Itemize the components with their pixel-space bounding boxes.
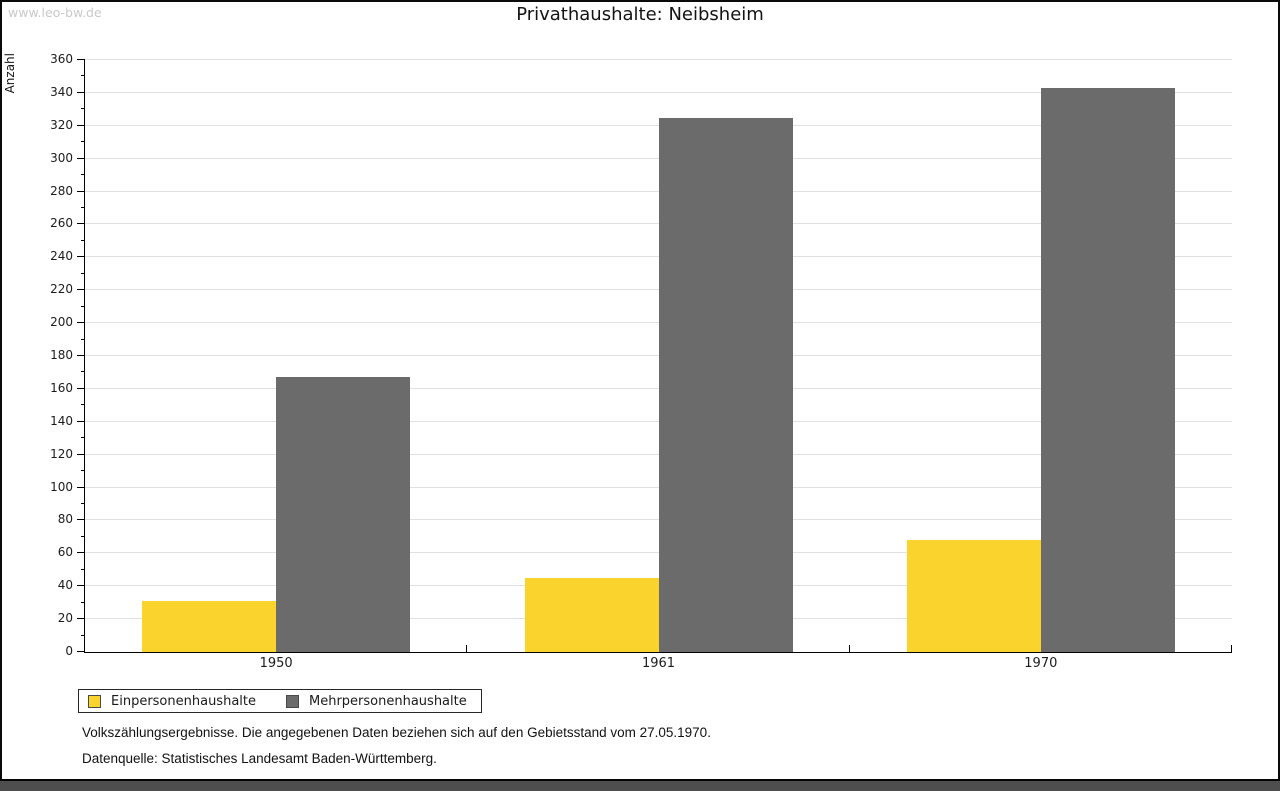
y-tick-major — [77, 355, 85, 356]
y-tick-label: 20 — [57, 611, 73, 626]
y-tick-label: 200 — [50, 315, 73, 330]
y-tick-major — [77, 585, 85, 587]
y-axis-title: Anzahl — [3, 53, 17, 94]
y-tick-minor — [81, 108, 85, 110]
y-tick-major — [77, 256, 85, 258]
legend-item-Mehrpersonenhaushalte: Mehrpersonenhaushalte — [286, 694, 467, 709]
y-tick-major — [77, 289, 85, 291]
bar-1950-Einpersonenhaushalte — [142, 601, 277, 652]
x-tick-label: 1970 — [1024, 656, 1058, 671]
y-tick-major — [77, 157, 85, 159]
y-tick-label: 280 — [50, 183, 73, 198]
bottom-bar — [0, 779, 1280, 791]
y-tick-major — [77, 387, 85, 389]
y-tick-major — [77, 91, 85, 93]
y-tick-label: 60 — [57, 545, 73, 560]
y-tick-minor — [81, 371, 85, 373]
y-tick-major — [77, 486, 85, 488]
y-tick-minor — [81, 404, 85, 406]
x-boundary-tick — [849, 645, 850, 652]
y-tick-label: 100 — [50, 479, 73, 494]
bar-1961-Einpersonenhaushalte — [524, 578, 659, 652]
y-tick-major — [77, 322, 85, 324]
y-tick-minor — [81, 75, 85, 77]
y-tick-minor — [81, 437, 85, 439]
y-tick-minor — [81, 272, 85, 274]
y-tick-major — [77, 223, 85, 225]
grid-line — [85, 91, 1232, 93]
y-tick-minor — [81, 174, 85, 176]
chart-title: Privathaushalte: Neibsheim — [516, 4, 764, 25]
legend: Einpersonenhaushalte Mehrpersonenhaushalt… — [78, 689, 482, 713]
legend-label: Mehrpersonenhaushalte — [309, 693, 467, 709]
y-tick-label: 140 — [50, 413, 73, 428]
x-tick-label: 1961 — [641, 656, 676, 671]
y-tick-label: 180 — [50, 348, 73, 362]
y-tick-label: 40 — [57, 578, 73, 593]
y-tick-minor — [81, 535, 85, 537]
bar-1970-Einpersonenhaushalte — [906, 540, 1041, 652]
y-tick-major — [77, 651, 85, 652]
y-tick-minor — [81, 239, 85, 241]
plot-area: 0 20 40 60 80 100 120 140 160 180 200 220 240 260 280 3… — [50, 52, 1232, 671]
y-tick-label: 120 — [50, 446, 73, 461]
y-tick-label: 360 — [50, 52, 73, 66]
bar-1961-Mehrpersonenhaushalte — [658, 117, 793, 652]
y-tick-minor — [81, 634, 85, 636]
y-tick-label: 340 — [50, 84, 73, 99]
y-tick-major — [77, 552, 85, 554]
y-tick-major — [77, 618, 85, 620]
footnote-source-note: Volkszählungsergebnisse. Die angegebenen… — [82, 725, 711, 740]
grid-line — [85, 59, 1232, 60]
bar-1970-Mehrpersonenhaushalte — [1040, 87, 1175, 652]
y-tick-label: 300 — [50, 150, 73, 165]
y-tick-label: 80 — [57, 512, 73, 527]
watermark-leo-bw: www.leo-bw.de — [8, 5, 102, 20]
footnote-data-source: Datenquelle: Statistisches Landesamt Bad… — [82, 751, 437, 766]
x-tick-label: 1950 — [259, 656, 293, 671]
y-tick-label: 0 — [65, 644, 73, 658]
y-tick-label: 220 — [50, 282, 73, 297]
y-tick-label: 320 — [50, 117, 73, 132]
y-tick-minor — [81, 503, 85, 504]
y-tick-minor — [81, 601, 85, 603]
y-tick-major — [77, 420, 85, 422]
legend-swatch-icon — [286, 694, 299, 708]
y-tick-minor — [81, 568, 85, 570]
legend-label: Einpersonenhaushalte — [111, 693, 256, 709]
x-boundary-tick — [1231, 645, 1232, 652]
x-boundary-tick — [466, 645, 467, 652]
y-tick-major — [77, 124, 85, 126]
y-tick-minor — [81, 338, 85, 340]
legend-item-Einpersonenhaushalte: Einpersonenhaushalte — [88, 694, 256, 709]
y-tick-minor — [81, 305, 85, 307]
y-tick-label: 260 — [50, 216, 73, 231]
y-tick-minor — [81, 470, 85, 472]
y-tick-major — [77, 519, 85, 521]
y-tick-label: 160 — [50, 380, 73, 395]
y-tick-label: 240 — [50, 249, 73, 264]
y-tick-major — [77, 190, 85, 192]
x-axis-line — [84, 652, 1232, 653]
y-tick-minor — [81, 141, 85, 143]
y-tick-major — [77, 453, 85, 455]
y-tick-minor — [81, 207, 85, 208]
legend-swatch-icon — [88, 694, 101, 708]
bar-1950-Mehrpersonenhaushalte — [276, 377, 411, 652]
y-axis-line — [84, 60, 85, 653]
y-tick-major — [77, 59, 85, 60]
